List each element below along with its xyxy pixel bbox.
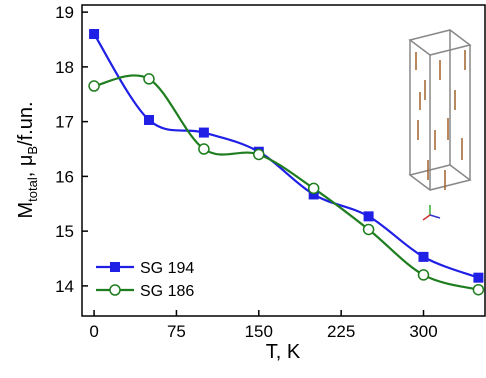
y-tick-label: 18 — [55, 58, 74, 77]
marker — [144, 74, 154, 84]
marker — [473, 273, 483, 283]
marker — [144, 115, 154, 125]
marker — [364, 211, 374, 221]
marker — [419, 252, 429, 262]
x-tick-label: 225 — [327, 322, 355, 341]
y-label-part: M — [15, 202, 37, 219]
x-tick-label: 150 — [245, 322, 273, 341]
x-tick-label: 75 — [167, 322, 186, 341]
y-label-part: total — [25, 177, 40, 202]
x-tick-label: 0 — [89, 322, 98, 341]
y-tick-label: 19 — [55, 3, 74, 22]
marker — [199, 144, 209, 154]
legend-marker — [110, 285, 120, 295]
marker — [364, 224, 374, 234]
y-tick-label: 15 — [55, 222, 74, 241]
legend-label: SG 194 — [140, 260, 194, 277]
marker — [89, 29, 99, 39]
legend-label: SG 186 — [140, 283, 194, 300]
marker — [199, 128, 209, 138]
legend-marker — [110, 262, 120, 272]
y-tick-label: 17 — [55, 113, 74, 132]
x-axis-label: T, K — [266, 341, 301, 363]
y-label-part: , μ — [15, 155, 37, 178]
y-tick-label: 16 — [55, 167, 74, 186]
chart: T, K Mtotal, μB/f.un. 14 15 16 17 18 19 0 75 150… — [0, 0, 486, 373]
x-tick-label: 300 — [409, 322, 437, 341]
series-line — [94, 34, 478, 278]
y-axis-label: Mtotal, μB/f.un. — [15, 101, 40, 218]
y-label-part: /f.un. — [15, 101, 37, 145]
y-label-part: B — [25, 146, 40, 155]
marker — [254, 149, 264, 159]
marker — [419, 270, 429, 280]
marker — [89, 81, 99, 91]
marker — [309, 183, 319, 193]
structure-inset — [410, 30, 470, 220]
y-tick-label: 14 — [55, 277, 74, 296]
marker — [473, 285, 483, 295]
